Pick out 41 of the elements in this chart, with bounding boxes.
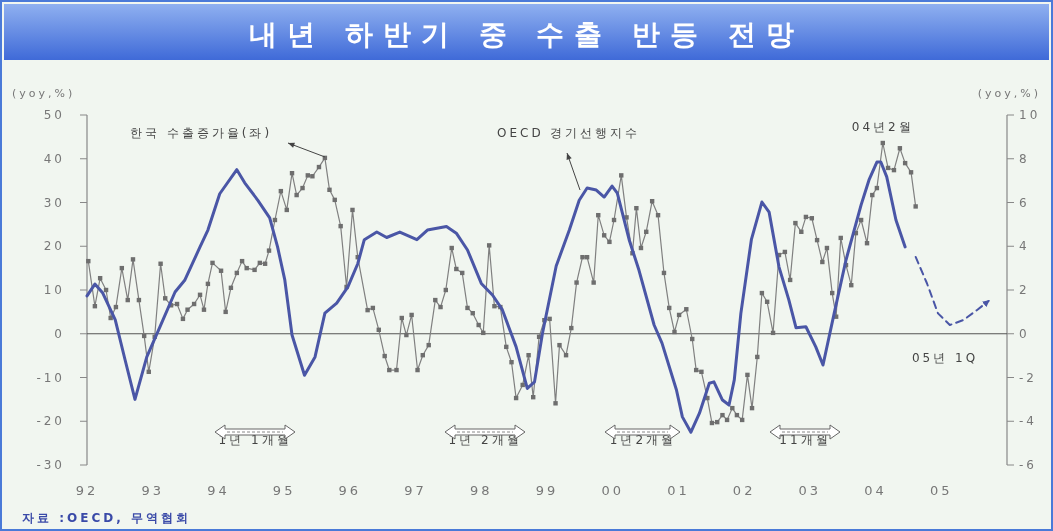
y-tick-label: 40: [43, 151, 65, 166]
y-tick-label: 30: [43, 195, 65, 210]
y-tick-label: 10: [43, 283, 65, 297]
x-tick-label: 99: [535, 483, 559, 498]
y2-tick-label: 6: [1019, 195, 1030, 210]
y-tick-label: -10: [36, 370, 65, 385]
y2-tick-label: 2: [1019, 283, 1030, 297]
y-tick-label: 20: [43, 239, 65, 254]
annotation: 11개월: [779, 433, 831, 447]
x-tick-label: 02: [732, 483, 756, 498]
x-tick-label: 98: [470, 483, 493, 498]
y2-axis-title: (yoy,%): [977, 87, 1041, 100]
y2-tick-label: 10: [1019, 108, 1041, 122]
chart-title: 내년 하반기 중 수출 반등 전망: [249, 18, 804, 51]
x-tick-label: 01: [667, 483, 690, 498]
y-tick-label: -20: [36, 414, 65, 429]
y2-tick-label: 0: [1019, 326, 1030, 341]
text: 한국 수출증가율(좌): [130, 126, 273, 140]
text: OECD 경기선행지수: [497, 126, 641, 140]
y-tick-label: -30: [36, 458, 65, 472]
y-tick-label: 0: [54, 326, 65, 341]
y-tick-label: 50: [43, 108, 65, 122]
x-tick-label: 93: [141, 483, 164, 498]
x-tick-label: 94: [207, 483, 230, 498]
x-tick-label: 92: [75, 483, 99, 498]
x-tick-label: 95: [272, 483, 296, 498]
y-axis-title: (yoy,%): [12, 87, 76, 100]
y2-tick-label: -6: [1019, 458, 1037, 472]
y2-tick-label: -4: [1019, 414, 1037, 429]
annotation: 05년 1Q: [911, 351, 979, 365]
x-tick-label: 00: [601, 483, 624, 498]
x-tick-label: 96: [338, 483, 362, 498]
x-tick-label: 03: [798, 483, 822, 498]
y2-tick-label: 4: [1019, 239, 1030, 254]
x-tick-label: 97: [404, 483, 427, 498]
text: 자료 :OECD, 무역협회: [22, 511, 191, 525]
x-tick-label: 05: [930, 483, 953, 498]
annotation: 04년2월: [851, 120, 914, 134]
x-tick-label: 04: [864, 483, 887, 498]
y2-tick-label: -2: [1019, 370, 1037, 385]
y2-tick-label: 8: [1019, 151, 1030, 166]
